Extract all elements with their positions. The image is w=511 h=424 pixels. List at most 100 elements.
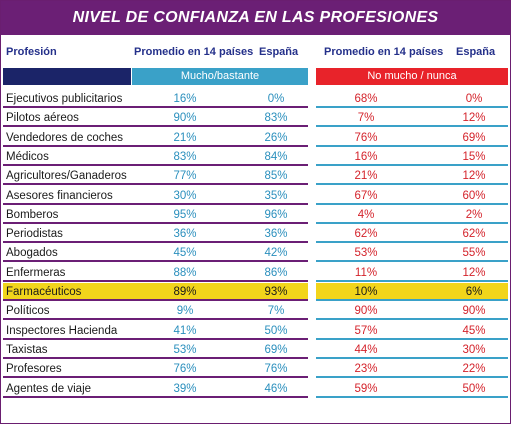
row-divider xyxy=(316,202,508,205)
distrust-avg-cell: 11% xyxy=(354,266,378,279)
row-divider xyxy=(3,241,308,244)
header-profession: Profesión xyxy=(6,46,57,58)
table-row: Pilotos aéreos 90% 83% 7% 12% xyxy=(1,108,510,128)
row-divider xyxy=(3,106,308,108)
trust-spain-cell: 50% xyxy=(264,324,288,337)
distrust-spain-cell: 2% xyxy=(465,208,483,221)
row-highlight xyxy=(3,283,308,299)
trust-spain-cell: 85% xyxy=(264,170,288,183)
trust-avg-cell: 83% xyxy=(173,150,197,163)
trust-spain-cell: 35% xyxy=(264,189,288,202)
row-divider xyxy=(316,241,508,244)
row-divider xyxy=(3,260,308,263)
distrust-avg-cell: 76% xyxy=(354,131,378,144)
profession-cell: Bomberos xyxy=(6,208,59,221)
profession-cell: Agentes de viaje xyxy=(6,382,92,395)
row-highlight xyxy=(316,283,508,299)
distrust-avg-cell: 67% xyxy=(354,189,378,202)
header-spain-distrust: España xyxy=(456,46,496,58)
trust-spain-cell: 46% xyxy=(264,382,288,395)
trust-spain-cell: 7% xyxy=(267,305,285,318)
trust-avg-cell: 41% xyxy=(173,324,197,337)
row-divider xyxy=(316,260,508,263)
row-divider xyxy=(316,125,508,128)
trust-spain-cell: 36% xyxy=(264,228,288,241)
trust-spain-cell: 86% xyxy=(264,266,288,279)
row-divider xyxy=(3,221,308,224)
trust-spain-cell: 42% xyxy=(264,247,288,260)
table-row: Abogados 45% 42% 53% 55% xyxy=(1,243,510,263)
trust-avg-cell: 16% xyxy=(173,93,197,105)
distrust-avg-cell: 16% xyxy=(354,150,378,163)
row-divider xyxy=(316,337,508,340)
row-divider xyxy=(316,279,508,282)
trust-spain-cell: 76% xyxy=(264,363,288,376)
table-row: Ejecutivos publicitarios 16% 0% 68% 0% xyxy=(1,89,510,108)
distrust-spain-cell: 50% xyxy=(462,382,486,395)
trust-avg-cell: 9% xyxy=(176,305,194,318)
row-divider xyxy=(3,356,308,359)
distrust-avg-cell: 44% xyxy=(354,343,378,356)
row-divider xyxy=(316,144,508,147)
row-divider xyxy=(316,299,508,301)
row-divider xyxy=(3,376,308,379)
trust-avg-cell: 90% xyxy=(173,112,197,125)
distrust-spain-cell: 12% xyxy=(462,112,486,125)
profession-cell: Inspectores Hacienda xyxy=(6,324,118,337)
profession-cell: Taxistas xyxy=(6,343,48,356)
distrust-avg-cell: 59% xyxy=(354,382,378,395)
row-divider xyxy=(3,395,308,398)
distrust-spain-cell: 22% xyxy=(462,363,486,376)
header-accent-block xyxy=(3,68,131,85)
distrust-avg-cell: 57% xyxy=(354,324,378,337)
table-row: Agricultores/Ganaderos 77% 85% 21% 12% xyxy=(1,166,510,186)
table-row: Médicos 83% 84% 16% 15% xyxy=(1,147,510,166)
row-divider xyxy=(316,221,508,224)
band-trust: Mucho/bastante xyxy=(132,68,308,85)
chart-title: NIVEL DE CONFIANZA EN LAS PROFESIONES xyxy=(1,1,510,35)
header-spain-trust: España xyxy=(259,46,299,58)
table-row: Taxistas 53% 69% 44% 30% xyxy=(1,340,510,359)
band-distrust: No mucho / nunca xyxy=(316,68,508,85)
table-row: Inspectores Hacienda 41% 50% 57% 45% xyxy=(1,321,510,340)
trust-avg-cell: 21% xyxy=(173,131,197,144)
row-divider xyxy=(316,356,508,359)
distrust-avg-cell: 68% xyxy=(354,93,378,105)
table-row: Bomberos 95% 96% 4% 2% xyxy=(1,205,510,224)
distrust-spain-cell: 0% xyxy=(465,93,483,105)
row-divider xyxy=(316,183,508,186)
distrust-spain-cell: 45% xyxy=(462,324,486,337)
row-divider xyxy=(316,163,508,166)
trust-spain-cell: 0% xyxy=(267,93,285,105)
table-row: Agentes de viaje 39% 46% 59% 50% xyxy=(1,379,510,398)
row-divider xyxy=(3,183,308,186)
distrust-avg-cell: 10% xyxy=(354,286,378,298)
row-divider xyxy=(3,202,308,205)
distrust-avg-cell: 90% xyxy=(354,305,378,318)
row-divider xyxy=(3,318,308,321)
distrust-avg-cell: 4% xyxy=(357,208,375,221)
trust-avg-cell: 88% xyxy=(173,266,197,279)
trust-spain-cell: 69% xyxy=(264,343,288,356)
distrust-spain-cell: 6% xyxy=(465,286,483,298)
row-divider xyxy=(3,125,308,128)
profession-cell: Médicos xyxy=(6,150,49,163)
row-divider xyxy=(3,337,308,340)
trust-avg-cell: 76% xyxy=(173,363,197,376)
table-row: Profesores 76% 76% 23% 22% xyxy=(1,359,510,379)
distrust-spain-cell: 90% xyxy=(462,305,486,318)
row-divider xyxy=(3,144,308,147)
profession-cell: Pilotos aéreos xyxy=(6,112,79,125)
distrust-spain-cell: 55% xyxy=(462,247,486,260)
row-divider xyxy=(3,299,308,301)
trust-avg-cell: 36% xyxy=(173,228,197,241)
profession-cell: Políticos xyxy=(6,305,50,318)
row-divider xyxy=(316,376,508,379)
profession-cell: Farmacéuticos xyxy=(6,286,82,298)
trust-avg-cell: 89% xyxy=(173,286,197,298)
profession-cell: Abogados xyxy=(6,247,58,260)
trust-avg-cell: 39% xyxy=(173,382,197,395)
trust-avg-cell: 95% xyxy=(173,208,197,221)
header-avg-trust: Promedio en 14 países xyxy=(134,46,254,58)
